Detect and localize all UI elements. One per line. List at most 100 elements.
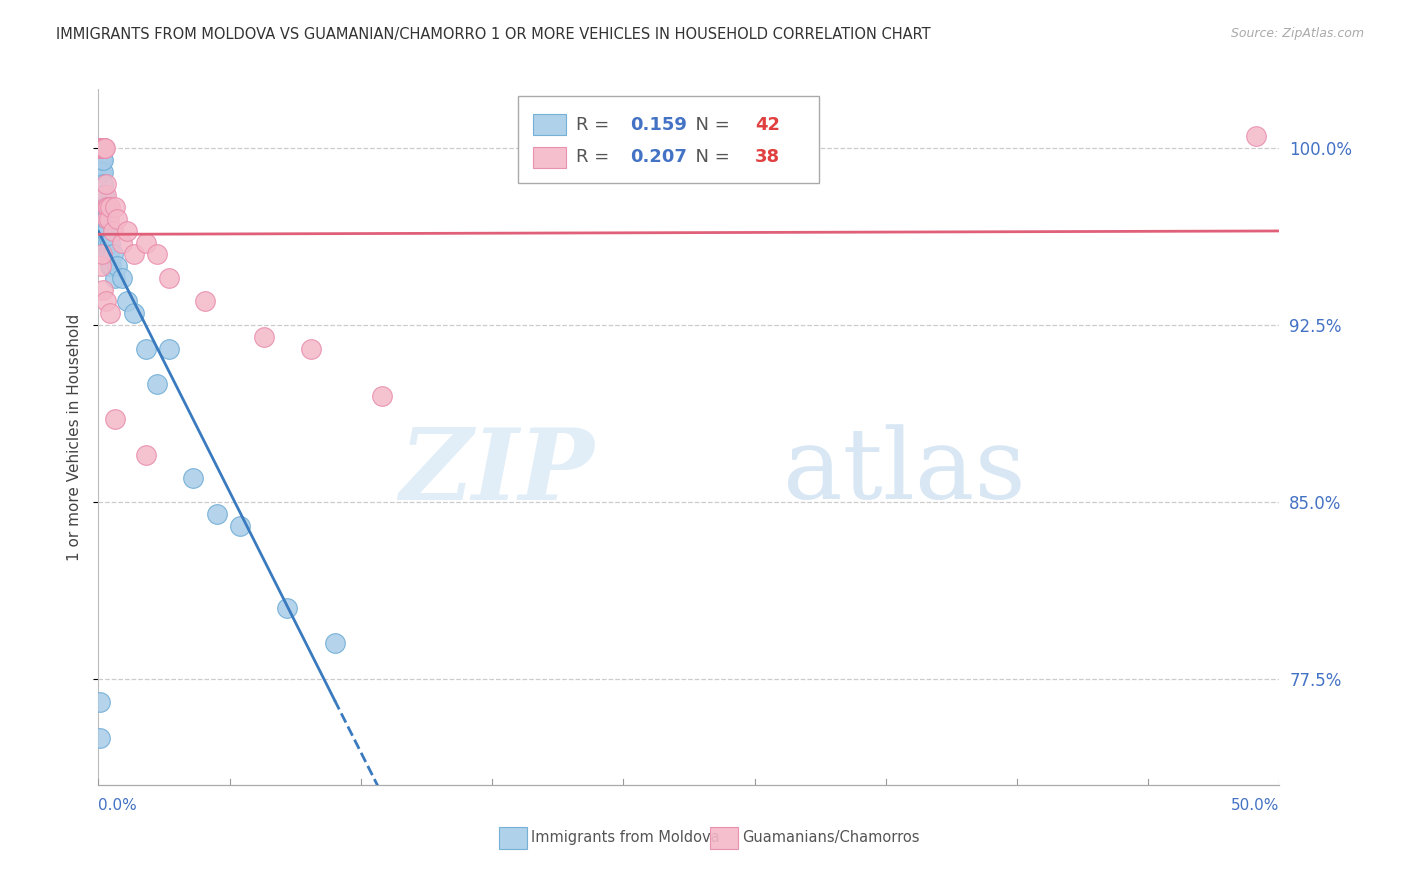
Point (91, 153, 114, 167)
Point (1244, 129, 1267, 144)
Point (90, 165, 112, 179)
Point (100, 259, 122, 273)
Point (98, 200, 121, 214)
Point (101, 224, 124, 238)
Point (111, 271, 134, 285)
Text: Source: ZipAtlas.com: Source: ZipAtlas.com (1230, 27, 1364, 40)
Point (111, 235, 134, 250)
Point (105, 211, 128, 226)
Point (104, 200, 127, 214)
Point (299, 342, 322, 356)
Point (91, 188, 114, 202)
Point (90, 153, 112, 167)
Point (135, 342, 157, 356)
Text: 38: 38 (755, 148, 780, 167)
Text: ZIP: ZIP (399, 424, 595, 520)
Point (90, 259, 112, 273)
Point (135, 235, 157, 250)
Point (94, 188, 117, 202)
Text: atlas: atlas (783, 424, 1026, 520)
Point (91, 141, 114, 155)
FancyBboxPatch shape (533, 114, 567, 135)
Point (181, 471, 204, 485)
Point (157, 342, 180, 356)
Point (89, 141, 111, 155)
Point (91, 165, 114, 179)
Point (91, 141, 114, 155)
Point (93, 200, 115, 214)
Point (98, 306, 121, 320)
Point (89, 731, 111, 745)
Point (91, 177, 114, 191)
Point (122, 247, 145, 261)
FancyBboxPatch shape (517, 96, 818, 183)
Point (146, 247, 169, 261)
Text: N =: N = (685, 116, 735, 134)
Point (96, 211, 118, 226)
Text: 42: 42 (755, 116, 780, 134)
Point (93, 188, 115, 202)
Point (135, 448, 157, 462)
Point (94, 200, 117, 214)
Text: N =: N = (685, 148, 735, 167)
Y-axis label: 1 or more Vehicles in Household: 1 or more Vehicles in Household (66, 313, 82, 561)
Point (89, 141, 111, 155)
Point (91, 283, 114, 297)
Text: 0.0%: 0.0% (98, 798, 138, 814)
Point (253, 330, 276, 344)
Point (93, 141, 115, 155)
Text: 0.207: 0.207 (630, 148, 686, 167)
Text: 0.159: 0.159 (630, 116, 686, 134)
Point (323, 636, 346, 650)
Point (90, 141, 112, 155)
Point (91, 141, 114, 155)
Point (157, 271, 180, 285)
Point (93, 141, 115, 155)
Point (90, 141, 112, 155)
Point (94, 235, 117, 250)
Point (98, 235, 121, 250)
Point (104, 412, 127, 426)
Point (229, 518, 252, 533)
Point (94, 141, 117, 155)
Point (90, 141, 112, 155)
Point (89, 695, 111, 709)
Point (91, 153, 114, 167)
Point (104, 271, 127, 285)
Point (115, 294, 138, 309)
Point (97, 200, 120, 214)
Point (98, 211, 121, 226)
Point (96, 224, 118, 238)
Point (101, 247, 124, 261)
Point (89, 141, 111, 155)
Point (205, 507, 228, 521)
Text: R =: R = (575, 148, 614, 167)
Point (146, 377, 169, 392)
Point (90, 141, 112, 155)
Text: R =: R = (575, 116, 614, 134)
Point (93, 211, 115, 226)
Point (96, 247, 118, 261)
FancyBboxPatch shape (533, 147, 567, 168)
Point (98, 247, 121, 261)
Point (94, 294, 117, 309)
Point (94, 177, 117, 191)
Text: 50.0%: 50.0% (1232, 798, 1279, 814)
Point (98, 259, 121, 273)
Point (276, 601, 298, 615)
Text: IMMIGRANTS FROM MOLDOVA VS GUAMANIAN/CHAMORRO 1 OR MORE VEHICLES IN HOUSEHOLD CO: IMMIGRANTS FROM MOLDOVA VS GUAMANIAN/CHA… (56, 27, 931, 42)
Point (105, 259, 128, 273)
Point (91, 247, 114, 261)
Point (94, 224, 117, 238)
Point (122, 306, 145, 320)
Text: Guamanians/Chamorros: Guamanians/Chamorros (742, 830, 920, 845)
Point (89, 141, 111, 155)
Point (194, 294, 217, 309)
Point (97, 235, 120, 250)
Text: Immigrants from Moldova: Immigrants from Moldova (531, 830, 720, 845)
Point (96, 200, 118, 214)
Point (94, 211, 117, 226)
Point (91, 141, 114, 155)
Point (115, 224, 138, 238)
Point (371, 389, 394, 403)
